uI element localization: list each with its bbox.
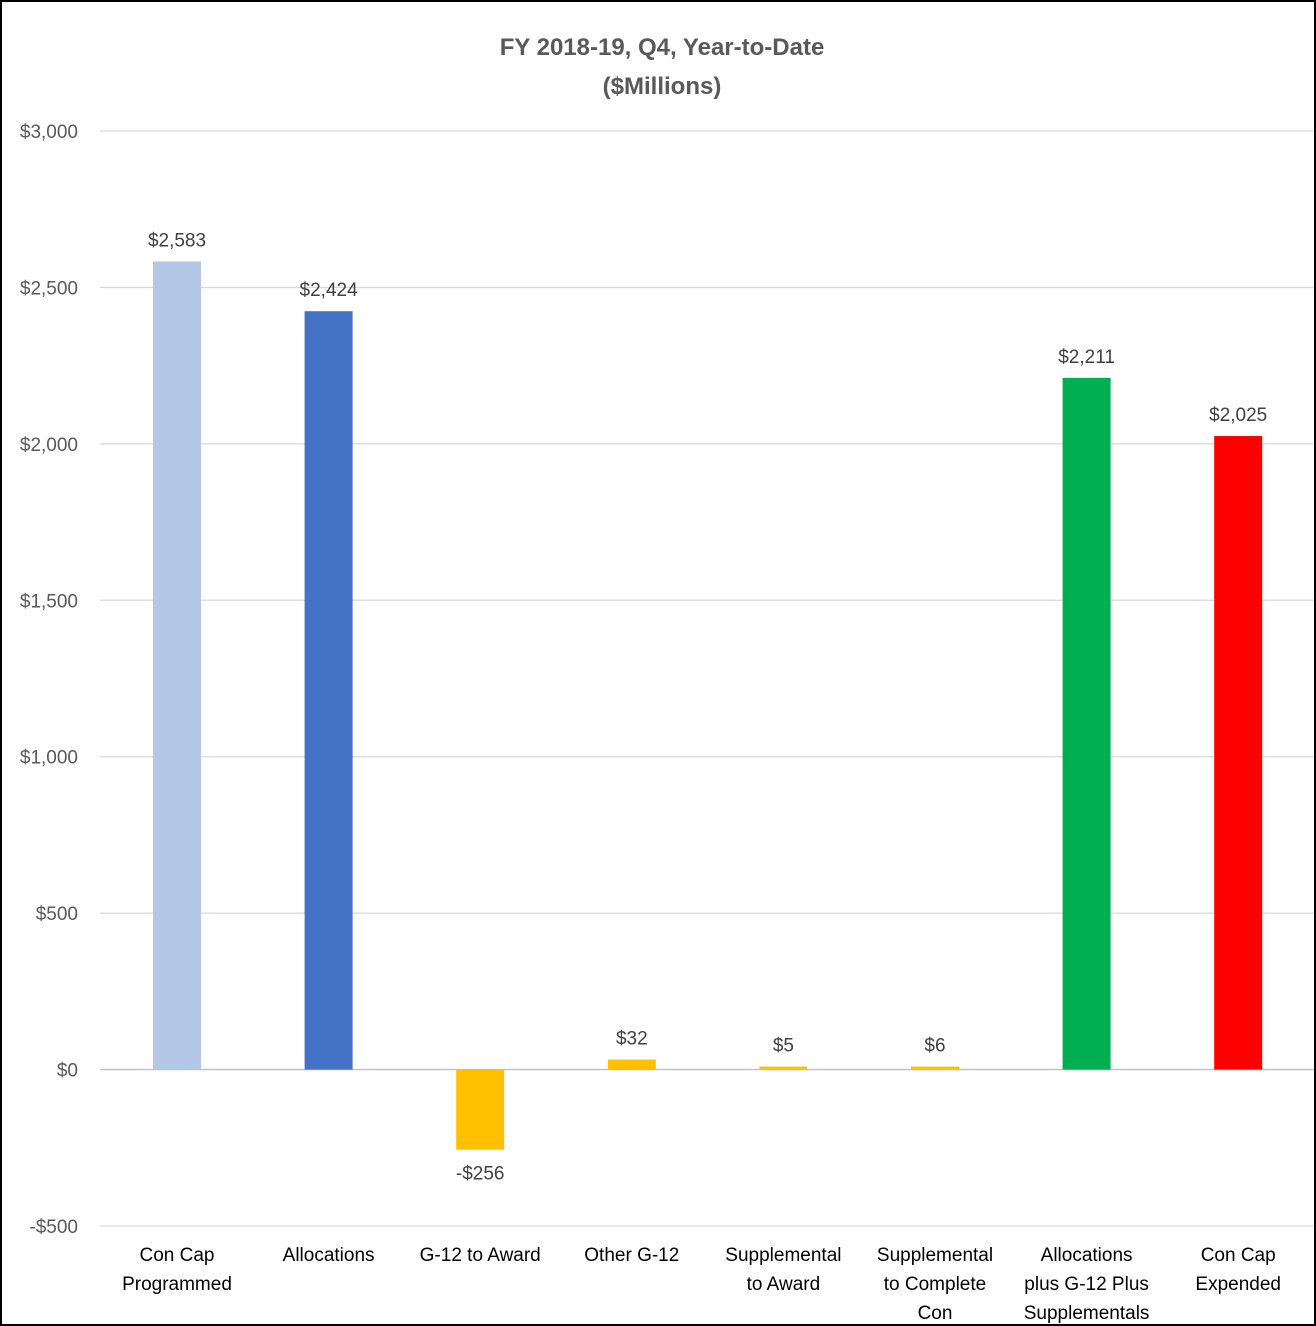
bar bbox=[304, 311, 353, 1070]
data-label: $6 bbox=[924, 1036, 945, 1057]
x-category-line: to Award bbox=[747, 1274, 821, 1295]
y-tick-label: $2,000 bbox=[20, 435, 78, 456]
bar bbox=[456, 1069, 505, 1150]
x-category-line: Allocations bbox=[1041, 1245, 1133, 1266]
x-category-label: G-12 to Award bbox=[420, 1245, 541, 1266]
y-tick-label: $1,000 bbox=[20, 748, 78, 769]
data-label: $5 bbox=[773, 1036, 794, 1057]
chart-title: FY 2018-19, Q4, Year-to-Date bbox=[500, 34, 825, 61]
bar bbox=[1214, 436, 1263, 1070]
x-category-label: Supplemental to Award bbox=[725, 1245, 841, 1295]
x-category-label: Allocations plus G-12 Plus Supplementals bbox=[1024, 1245, 1150, 1324]
x-axis-labels: Con Cap Programmed Allocations G-12 to Awar… bbox=[122, 1245, 1281, 1324]
y-axis-labels: $3,000 $2,500 $2,000 $1,500 $1,000 $500 $0 -$50… bbox=[20, 122, 78, 1238]
data-label: $2,211 bbox=[1058, 347, 1115, 368]
y-tick-label: $0 bbox=[57, 1061, 78, 1082]
x-category-line: Allocations bbox=[283, 1245, 375, 1266]
bar bbox=[911, 1066, 959, 1070]
bar bbox=[759, 1066, 808, 1070]
x-category-label: Supplemental to Complete Con bbox=[877, 1245, 993, 1324]
data-label: $2,424 bbox=[300, 280, 359, 301]
gridlines bbox=[100, 130, 1314, 1227]
x-category-label: Allocations bbox=[283, 1245, 375, 1266]
x-category-line: Supplemental bbox=[877, 1245, 993, 1266]
data-label: $2,025 bbox=[1209, 405, 1267, 426]
x-category-line: Programmed bbox=[122, 1274, 232, 1295]
x-category-line: Con Cap bbox=[1201, 1245, 1276, 1266]
x-category-line: G-12 to Award bbox=[420, 1245, 541, 1266]
y-tick-label: -$500 bbox=[29, 1217, 78, 1238]
bar bbox=[153, 261, 201, 1070]
y-tick-label: $1,500 bbox=[20, 591, 78, 612]
x-category-line: Con bbox=[918, 1303, 953, 1324]
data-label: $2,583 bbox=[148, 230, 206, 251]
y-tick-label: $500 bbox=[36, 904, 78, 925]
x-category-line: Supplementals bbox=[1024, 1303, 1150, 1324]
x-category-label: Con Cap Expended bbox=[1195, 1245, 1281, 1295]
x-category-line: Supplemental bbox=[725, 1245, 841, 1266]
x-category-line: Con Cap bbox=[140, 1245, 215, 1266]
x-category-label: Other G-12 bbox=[584, 1245, 679, 1266]
data-label: -$256 bbox=[456, 1164, 505, 1185]
data-label: $32 bbox=[616, 1029, 648, 1050]
x-category-line: Other G-12 bbox=[584, 1245, 679, 1266]
bar bbox=[1062, 377, 1111, 1070]
x-category-label: Con Cap Programmed bbox=[122, 1245, 232, 1295]
bars bbox=[153, 261, 1263, 1150]
x-category-line: to Complete bbox=[884, 1274, 986, 1295]
y-tick-label: $2,500 bbox=[20, 278, 78, 299]
x-category-line: plus G-12 Plus bbox=[1024, 1274, 1149, 1295]
bar bbox=[607, 1059, 656, 1070]
chart-subtitle: ($Millions) bbox=[603, 73, 722, 100]
data-labels: $2,583 $2,424 -$256 $32 $5 $6 $2,211 $2,025 bbox=[148, 230, 1267, 1184]
y-tick-label: $3,000 bbox=[20, 122, 78, 143]
x-category-line: Expended bbox=[1195, 1274, 1281, 1295]
